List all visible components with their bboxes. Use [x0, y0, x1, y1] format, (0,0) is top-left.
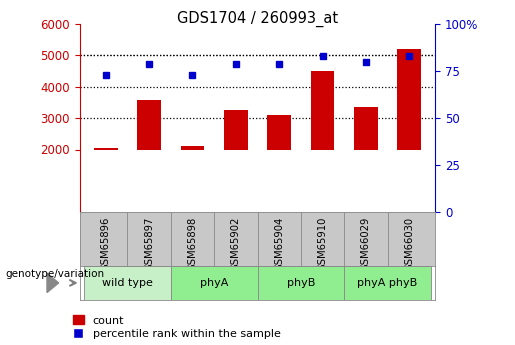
Polygon shape — [47, 273, 59, 293]
Bar — [397, 49, 421, 149]
Text: genotype/variation: genotype/variation — [5, 269, 104, 279]
Text: wild type: wild type — [102, 278, 153, 288]
Text: GSM66030: GSM66030 — [404, 216, 414, 270]
Text: GSM66029: GSM66029 — [361, 216, 371, 271]
Bar — [224, 110, 248, 149]
Text: GSM65897: GSM65897 — [144, 216, 154, 271]
Text: phyA phyB: phyA phyB — [357, 278, 418, 288]
Bar — [137, 100, 161, 149]
Bar — [171, 266, 258, 300]
Bar — [311, 71, 334, 149]
Bar — [344, 266, 431, 300]
Text: GSM65898: GSM65898 — [187, 216, 197, 271]
Bar — [84, 266, 171, 300]
Legend: count, percentile rank within the sample: count, percentile rank within the sample — [73, 315, 280, 339]
Text: phyB: phyB — [287, 278, 315, 288]
Text: GDS1704 / 260993_at: GDS1704 / 260993_at — [177, 10, 338, 27]
Text: GSM65904: GSM65904 — [274, 216, 284, 271]
Text: GSM65902: GSM65902 — [231, 216, 241, 271]
Bar — [354, 107, 378, 149]
Bar — [267, 115, 291, 149]
Text: phyA: phyA — [200, 278, 228, 288]
Bar — [181, 146, 204, 149]
Bar — [258, 266, 344, 300]
Text: GSM65896: GSM65896 — [101, 216, 111, 271]
Text: GSM65910: GSM65910 — [318, 216, 328, 271]
Bar — [94, 148, 118, 149]
